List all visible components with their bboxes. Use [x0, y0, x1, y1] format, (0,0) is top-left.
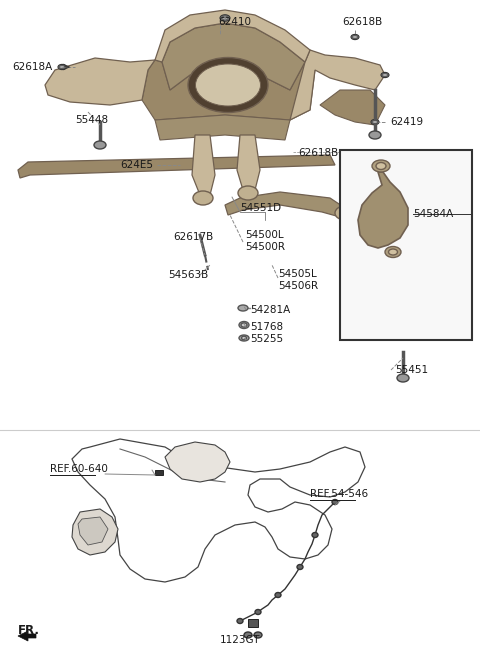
Ellipse shape [94, 141, 106, 149]
Polygon shape [155, 10, 310, 62]
Polygon shape [18, 631, 36, 641]
Ellipse shape [381, 72, 389, 78]
Polygon shape [225, 192, 345, 217]
Text: 1123GT: 1123GT [220, 635, 261, 645]
Ellipse shape [188, 58, 268, 112]
Polygon shape [155, 115, 290, 140]
Ellipse shape [297, 564, 303, 570]
Ellipse shape [351, 34, 359, 39]
Text: 54506R: 54506R [278, 281, 318, 291]
Text: 55255: 55255 [250, 334, 283, 344]
Ellipse shape [371, 120, 379, 125]
Text: 62419: 62419 [390, 117, 423, 127]
Text: 62410: 62410 [218, 17, 251, 27]
Polygon shape [72, 509, 118, 555]
Polygon shape [192, 135, 215, 195]
Ellipse shape [238, 305, 248, 311]
Polygon shape [18, 155, 335, 178]
Ellipse shape [237, 618, 243, 623]
Text: 54500R: 54500R [245, 242, 285, 252]
Ellipse shape [239, 335, 249, 341]
Text: 62617B: 62617B [173, 232, 213, 242]
Ellipse shape [254, 632, 262, 638]
Ellipse shape [193, 191, 213, 205]
Text: 54281A: 54281A [250, 305, 290, 315]
Text: 54563B: 54563B [168, 270, 208, 280]
Text: 55451: 55451 [395, 365, 428, 375]
Ellipse shape [369, 131, 381, 139]
Text: 51768: 51768 [250, 322, 283, 332]
Ellipse shape [383, 74, 387, 77]
Ellipse shape [244, 632, 252, 638]
Text: 624E5: 624E5 [120, 160, 153, 170]
Ellipse shape [239, 321, 249, 328]
Text: 62618B: 62618B [342, 17, 382, 27]
Text: 62618B: 62618B [298, 148, 338, 158]
Text: 54505L: 54505L [278, 269, 317, 279]
Ellipse shape [58, 64, 66, 70]
Text: FR.: FR. [18, 624, 40, 637]
Ellipse shape [335, 206, 355, 220]
Polygon shape [358, 172, 408, 248]
Ellipse shape [376, 162, 386, 170]
Text: 54584A: 54584A [413, 209, 453, 219]
Ellipse shape [332, 499, 338, 505]
Ellipse shape [255, 610, 261, 614]
Ellipse shape [385, 246, 401, 258]
Text: 54551D: 54551D [240, 203, 281, 213]
Text: 62618A: 62618A [12, 62, 52, 72]
Bar [340, 150, 472, 340]
Text: 55448: 55448 [75, 115, 108, 125]
Bar [155, 470, 163, 475]
Polygon shape [162, 23, 305, 90]
Polygon shape [320, 90, 385, 125]
Ellipse shape [372, 160, 390, 172]
Bar [248, 619, 258, 627]
Ellipse shape [312, 533, 318, 537]
Polygon shape [78, 517, 108, 545]
Text: REF.60-640: REF.60-640 [50, 464, 108, 474]
Ellipse shape [222, 16, 228, 20]
Ellipse shape [195, 64, 261, 106]
Polygon shape [290, 50, 385, 120]
Text: REF.54-546: REF.54-546 [310, 489, 368, 499]
Ellipse shape [241, 336, 247, 340]
Polygon shape [165, 442, 230, 482]
Ellipse shape [388, 249, 397, 255]
Ellipse shape [353, 35, 358, 39]
Ellipse shape [275, 593, 281, 597]
Ellipse shape [372, 120, 377, 124]
Polygon shape [237, 135, 260, 190]
Ellipse shape [238, 186, 258, 200]
Polygon shape [45, 58, 155, 105]
Ellipse shape [397, 374, 409, 382]
Text: 54500L: 54500L [245, 230, 284, 240]
Ellipse shape [241, 323, 247, 327]
Polygon shape [142, 50, 315, 120]
Ellipse shape [220, 14, 230, 21]
Ellipse shape [60, 66, 64, 68]
